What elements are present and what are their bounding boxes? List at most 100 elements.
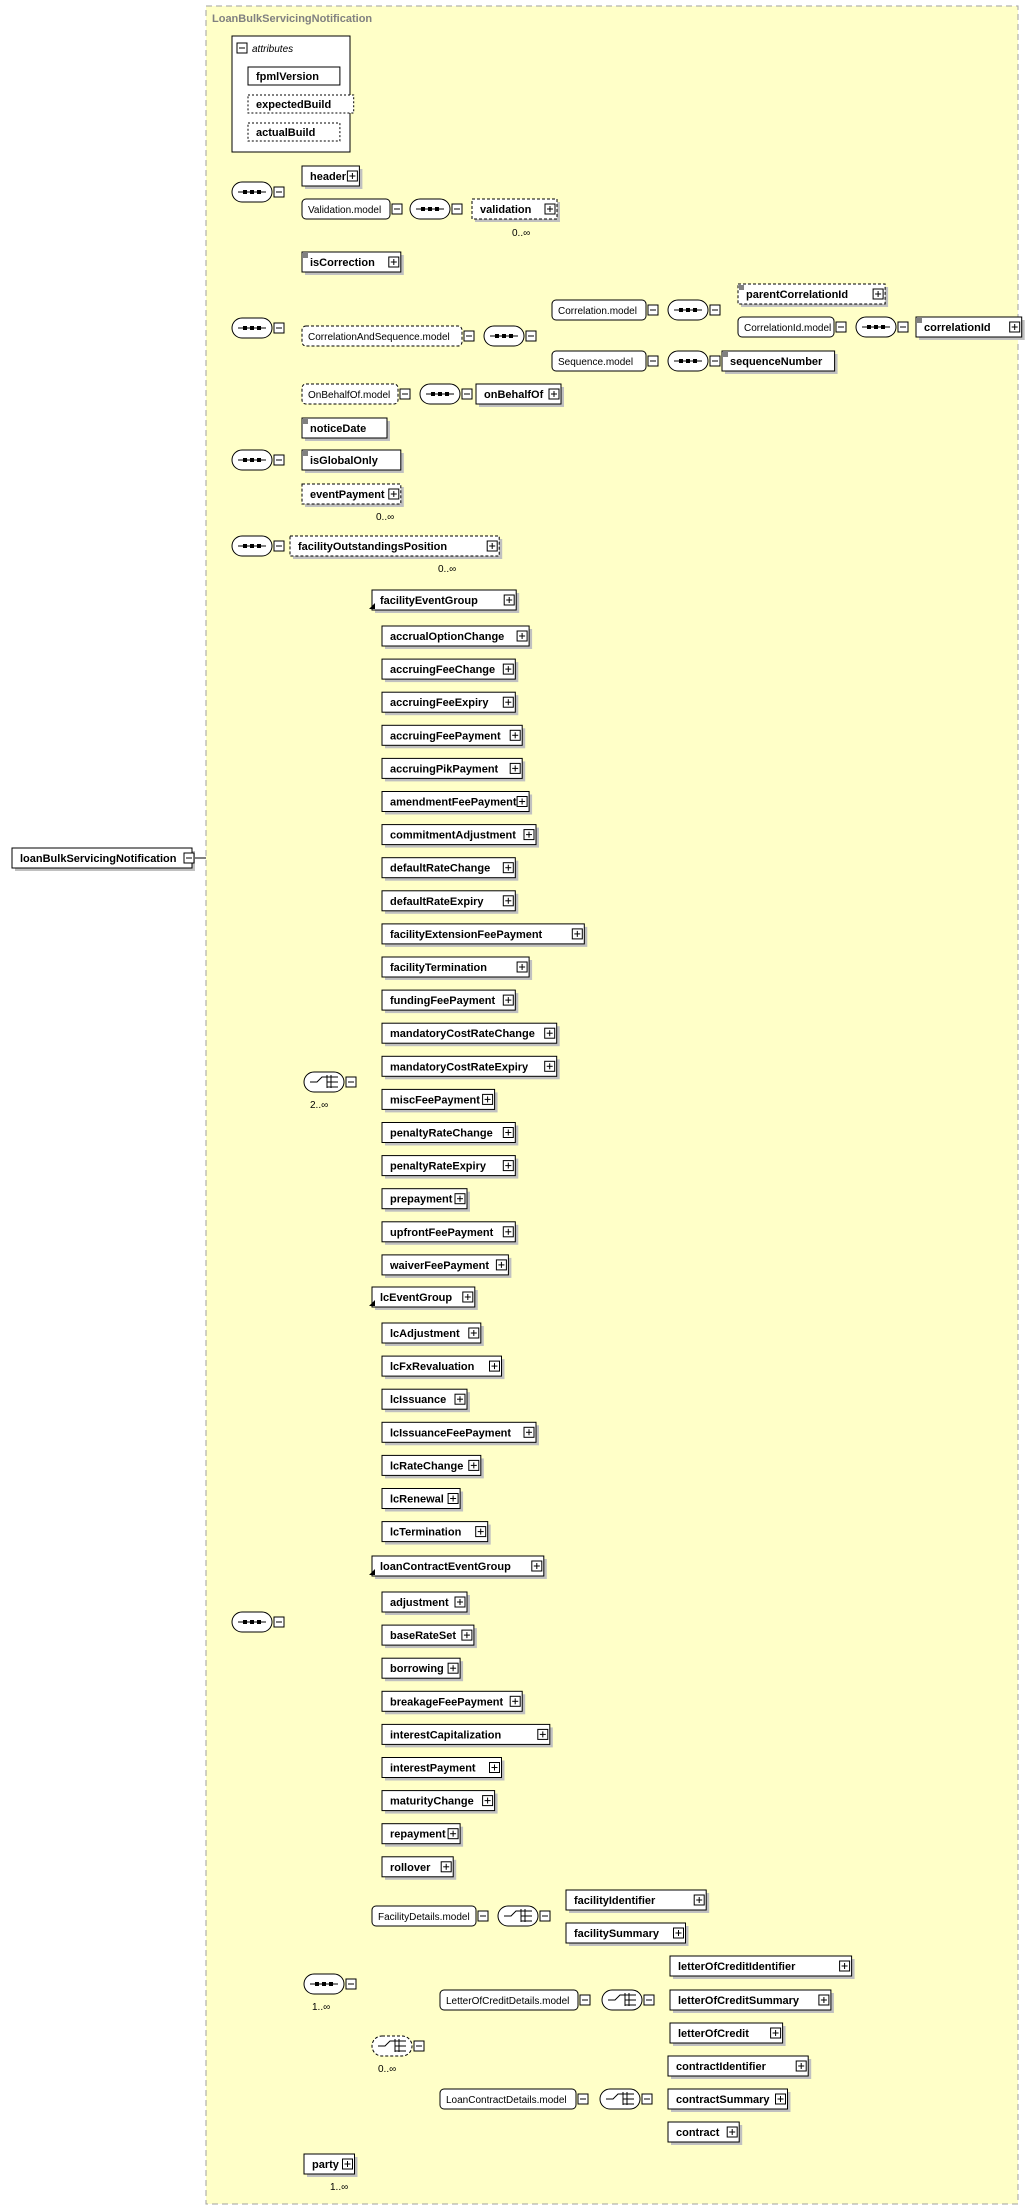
element-name: header [310, 171, 347, 183]
element-name: isCorrection [310, 257, 375, 269]
element-box [381, 890, 516, 912]
element-name: facilityIdentifier [574, 1895, 656, 1907]
element-box [381, 1421, 537, 1443]
sequence-dot [445, 392, 449, 396]
element-name: contract [676, 2127, 720, 2139]
sequence-dot [257, 1620, 261, 1624]
model-name: CorrelationAndSequence.model [308, 332, 450, 343]
model-box [301, 198, 391, 220]
model-box [301, 383, 399, 405]
element-name: facilitySummary [574, 1928, 660, 1940]
element-name: lcTermination [390, 1527, 462, 1539]
element-name: defaultRateChange [390, 863, 490, 875]
attribute-name: fpmlVersion [256, 71, 319, 83]
sequence-dot [881, 325, 885, 329]
occurrence-label: 0..∞ [512, 228, 530, 239]
element-box [381, 1488, 461, 1509]
element-box [381, 658, 516, 680]
element-box [381, 824, 537, 846]
sequence-dot [322, 1982, 326, 1986]
model-box [551, 350, 647, 372]
element-name: loanContractEventGroup [380, 1561, 511, 1573]
element-box [303, 2153, 355, 2175]
attributes-title: attributes [252, 44, 293, 55]
element-box [381, 1823, 461, 1845]
element-box [667, 2088, 788, 2110]
element-box [669, 1955, 853, 1977]
element-name: contractIdentifier [676, 2061, 767, 2073]
simple-type-mark [723, 352, 728, 357]
element-name: rollover [390, 1862, 431, 1874]
element-box [381, 857, 516, 879]
simple-type-mark [303, 451, 308, 456]
element-box [381, 989, 516, 1011]
element-name: breakageFeePayment [390, 1696, 503, 1708]
model-box [439, 2088, 577, 2110]
model-box [737, 316, 835, 338]
element-box [381, 1624, 475, 1646]
element-name: lcEventGroup [380, 1292, 452, 1304]
model-box [551, 299, 647, 321]
element-name: facilityTermination [390, 962, 487, 974]
sequence-dot [250, 326, 254, 330]
element-box [381, 923, 585, 945]
element-box [381, 1221, 516, 1243]
element-box [667, 2055, 809, 2077]
element-name: accrualOptionChange [390, 631, 504, 643]
sequence-dot [867, 325, 871, 329]
element-box [381, 1388, 468, 1410]
model-name: LetterOfCreditDetails.model [446, 1996, 569, 2007]
element-name: lcIssuanceFeePayment [390, 1427, 511, 1439]
element-name: lcAdjustment [390, 1328, 460, 1340]
element-name: amendmentFeePayment [390, 797, 517, 809]
element-name: isGlobalOnly [310, 455, 379, 467]
element-name: interestPayment [390, 1763, 476, 1775]
element-name: defaultRateExpiry [390, 896, 484, 908]
sequence-dot [243, 544, 247, 548]
element-name: letterOfCredit [678, 2028, 749, 2040]
model-name: Correlation.model [558, 306, 637, 317]
element-name: accruingFeePayment [390, 730, 501, 742]
choice-line [608, 1994, 636, 2001]
sequence-dot [329, 1982, 333, 1986]
element-name: sequenceNumber [730, 356, 823, 368]
element-name: waiverFeePayment [389, 1260, 489, 1272]
element-name: letterOfCreditIdentifier [678, 1961, 796, 1973]
model-box [371, 1905, 477, 1927]
simple-type-mark [303, 253, 308, 258]
element-name: noticeDate [310, 423, 366, 435]
element-box [381, 1322, 482, 1344]
element-box [371, 1286, 476, 1308]
group-ref-arrow [369, 1569, 375, 1575]
element-box [381, 625, 530, 647]
element-box [667, 2121, 740, 2143]
sequence-dot [431, 392, 435, 396]
sequence-dot [243, 458, 247, 462]
occurrence-label: 1..∞ [330, 2182, 348, 2193]
element-box [301, 417, 388, 439]
element-name: accruingFeeChange [390, 664, 495, 676]
model-name: LoanContractDetails.model [446, 2095, 567, 2106]
element-box [381, 724, 523, 746]
element-name: borrowing [390, 1663, 444, 1675]
sequence-dot [693, 308, 697, 312]
element-box [381, 1055, 558, 1077]
group-ref-arrow [369, 603, 375, 609]
element-box [721, 350, 836, 372]
element-box [381, 1657, 461, 1679]
element-name: facilityExtensionFeePayment [390, 929, 543, 941]
occurrence-label: 0..∞ [378, 2064, 396, 2075]
choice-line [378, 2040, 406, 2047]
sequence-dot [250, 1620, 254, 1624]
choice-line [504, 1910, 532, 1917]
element-box [381, 956, 530, 978]
model-name: CorrelationId.model [744, 323, 831, 334]
element-name: penaltyRateExpiry [390, 1161, 487, 1173]
element-box [565, 1922, 686, 1944]
simple-type-mark [917, 318, 922, 323]
sequence-dot [686, 359, 690, 363]
element-box [381, 1155, 516, 1177]
sequence-dot [250, 190, 254, 194]
attribute-name: actualBuild [256, 127, 315, 139]
